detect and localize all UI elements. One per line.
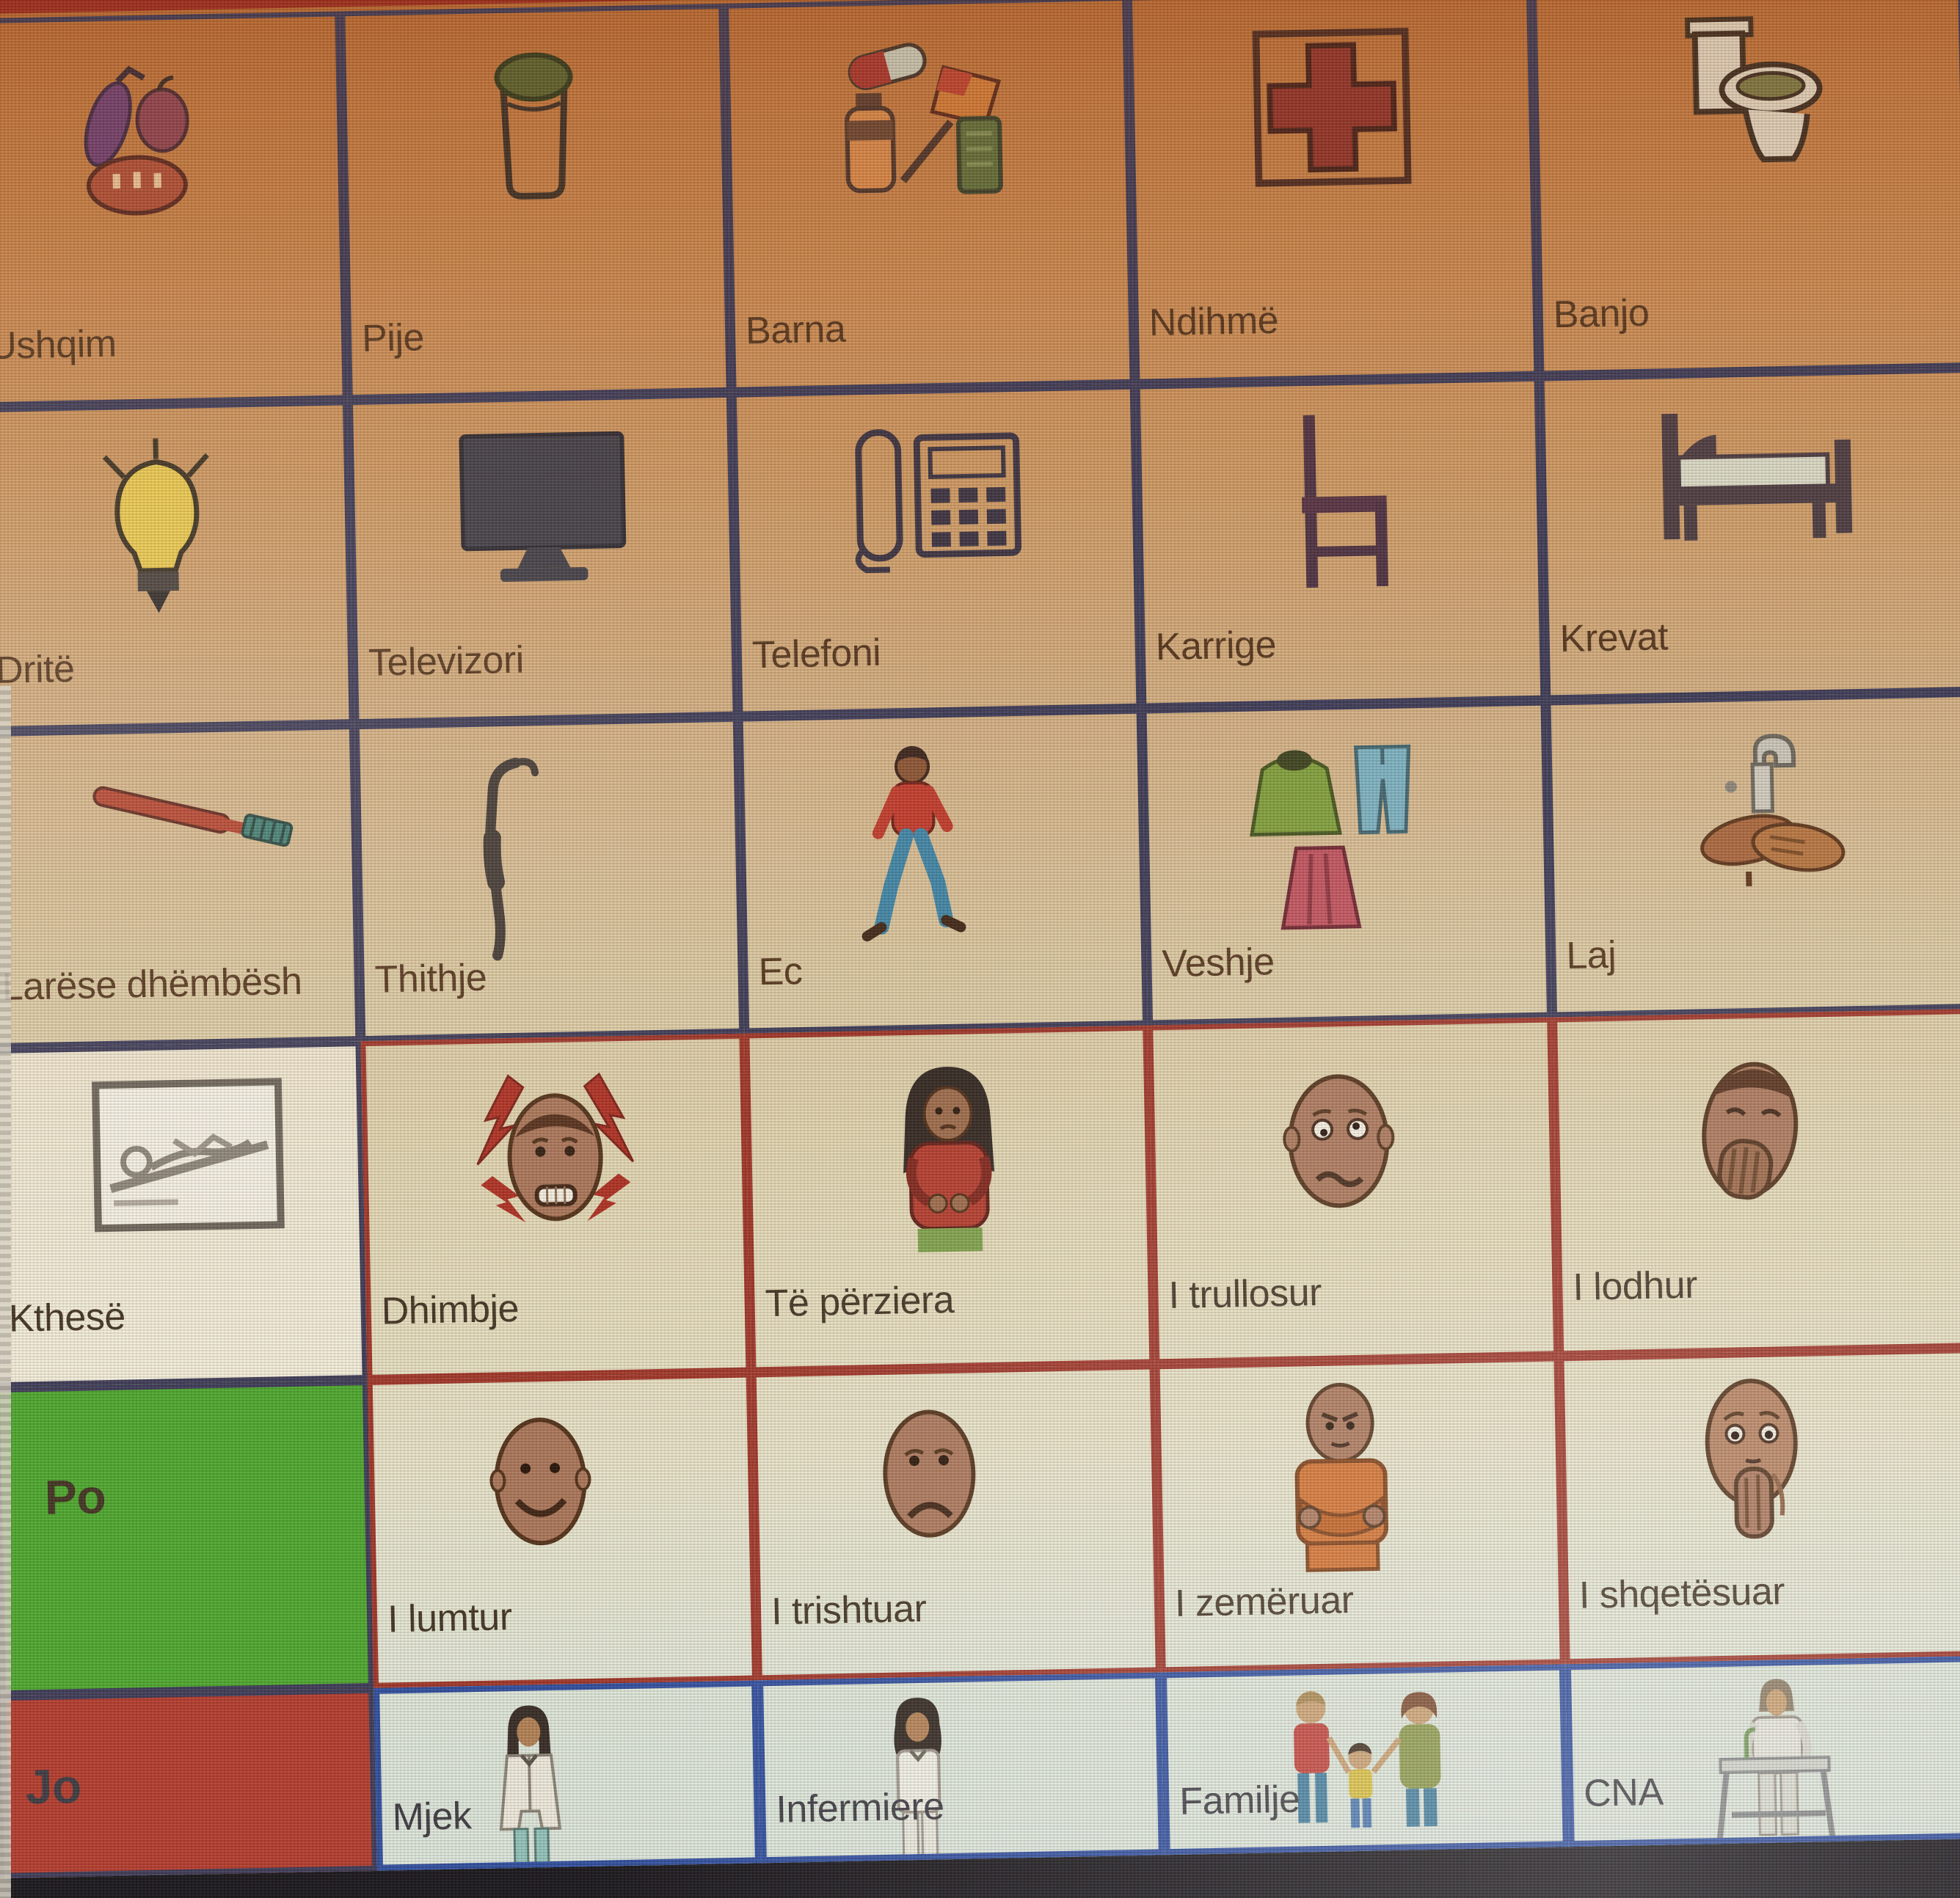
walking-person-icon <box>846 743 983 963</box>
aac-cell-clothes[interactable]: Veshje <box>1141 700 1553 1026</box>
aac-cell-family[interactable]: Familje <box>1160 1664 1569 1855</box>
cell-label: I trishtuar <box>770 1587 927 1633</box>
nausea-icon <box>866 1059 1032 1286</box>
aac-cell-sad[interactable]: I trishtuar <box>751 1364 1161 1681</box>
aac-cell-yes[interactable]: Po <box>0 1379 374 1696</box>
turn-in-bed-icon <box>88 1074 289 1239</box>
aac-cell-nausea[interactable]: Të përziera <box>744 1025 1155 1373</box>
help-cross-icon <box>1245 21 1418 197</box>
medicine-icon <box>827 29 1029 216</box>
nurse-icon <box>865 1694 972 1864</box>
aac-cell-light[interactable]: Dritë <box>0 400 354 732</box>
cell-label: Larëse dhëmbësh <box>1 960 303 1009</box>
aac-cell-bathroom[interactable]: Banjo <box>1531 0 1960 376</box>
cell-label: Thithje <box>374 956 487 1001</box>
telephone-icon <box>840 418 1030 583</box>
cell-label: Veshje <box>1161 941 1275 986</box>
aac-cell-worried[interactable]: I shqetësuar <box>1559 1347 1960 1665</box>
cell-label: Ushqim <box>0 322 117 368</box>
cell-label: Karrige <box>1155 623 1277 669</box>
cell-label: Ec <box>758 949 803 994</box>
aac-cell-pain[interactable]: Dhimbje <box>360 1033 751 1380</box>
cell-label: Televizori <box>368 638 525 685</box>
aac-cell-angry[interactable]: I zemëruar <box>1154 1356 1565 1673</box>
wash-hands-icon <box>1661 726 1870 902</box>
sad-face-icon <box>859 1392 1002 1567</box>
cell-label: Familje <box>1178 1778 1301 1823</box>
cell-label: Laj <box>1565 933 1617 978</box>
aac-cell-suction[interactable]: Thithje <box>354 716 745 1042</box>
aac-cell-doctor[interactable]: Mjek <box>374 1680 761 1871</box>
cell-label: I lumtur <box>387 1596 513 1641</box>
aac-cell-dizzy[interactable]: I trullosur <box>1148 1017 1559 1365</box>
television-icon <box>448 426 635 591</box>
cell-label: Pije <box>361 316 425 360</box>
bed-icon <box>1649 401 1865 560</box>
chair-icon <box>1264 410 1415 596</box>
cell-label: I trullosur <box>1167 1271 1322 1318</box>
aac-cell-television[interactable]: Televizori <box>347 392 738 725</box>
toothbrush-icon <box>81 756 311 889</box>
clothes-icon <box>1238 734 1455 947</box>
aac-cell-happy[interactable]: I lumtur <box>367 1372 757 1688</box>
aac-cell-toothbrush[interactable]: Larëse dhëmbësh <box>0 724 361 1049</box>
aac-cell-nurse[interactable]: Infermiere <box>757 1672 1165 1864</box>
happy-face-icon <box>470 1399 613 1574</box>
family-icon <box>1269 1685 1493 1855</box>
cell-label: Barna <box>745 307 846 353</box>
cell-label: Infermiere <box>775 1785 945 1831</box>
cell-label: Mjek <box>392 1795 472 1839</box>
pain-face-icon <box>458 1067 652 1254</box>
cell-label: CNA <box>1583 1770 1664 1815</box>
cell-label: Jo <box>24 1758 82 1814</box>
cell-label: Të përziera <box>765 1278 955 1326</box>
dizzy-face-icon <box>1256 1051 1421 1241</box>
cell-label: I lodhur <box>1572 1263 1698 1309</box>
aac-cell-telephone[interactable]: Telefoni <box>731 384 1142 717</box>
angry-person-icon <box>1263 1380 1421 1592</box>
aac-cell-help[interactable]: Ndihmë <box>1126 0 1540 384</box>
cell-label: I zemëruar <box>1174 1579 1355 1625</box>
food-icon <box>68 45 255 225</box>
cell-label: Telefoni <box>751 631 881 677</box>
cell-label: I shqetësuar <box>1578 1570 1785 1617</box>
worried-face-icon <box>1674 1370 1832 1583</box>
cell-label: Ndihmë <box>1148 299 1279 345</box>
aac-cell-chair[interactable]: Karrige <box>1134 376 1546 709</box>
aac-cell-cna[interactable]: CNA <box>1564 1655 1960 1847</box>
cell-label: Dritë <box>0 647 75 692</box>
tired-face-icon <box>1667 1043 1832 1248</box>
cell-label: Dhimbje <box>381 1287 520 1333</box>
cell-label: Po <box>44 1468 106 1525</box>
cna-walker-icon <box>1680 1674 1875 1847</box>
aac-cell-tired[interactable]: I lodhur <box>1552 1008 1960 1357</box>
aac-cell-wash[interactable]: Laj <box>1545 691 1960 1018</box>
cell-label: Kthesë <box>8 1295 126 1340</box>
doctor-icon <box>476 1701 583 1871</box>
aac-cell-bed[interactable]: Krevat <box>1539 367 1960 701</box>
aac-cell-walk[interactable]: Ec <box>737 708 1148 1034</box>
drink-icon <box>474 37 595 219</box>
cell-label: Krevat <box>1559 616 1669 661</box>
aac-cell-no[interactable]: Jo <box>1 1687 378 1879</box>
screen-bezel-edge <box>0 686 11 1898</box>
aac-cell-drink[interactable]: Pije <box>340 3 732 401</box>
light-bulb-icon <box>75 434 240 624</box>
aac-cell-food[interactable]: Ushqim <box>0 11 348 408</box>
toilet-icon <box>1661 12 1837 192</box>
suction-tube-icon <box>457 752 550 970</box>
aac-cell-turn[interactable]: Kthesë <box>0 1041 368 1388</box>
cell-label: Banjo <box>1553 291 1650 337</box>
aac-cell-medicine[interactable]: Barna <box>724 0 1135 393</box>
